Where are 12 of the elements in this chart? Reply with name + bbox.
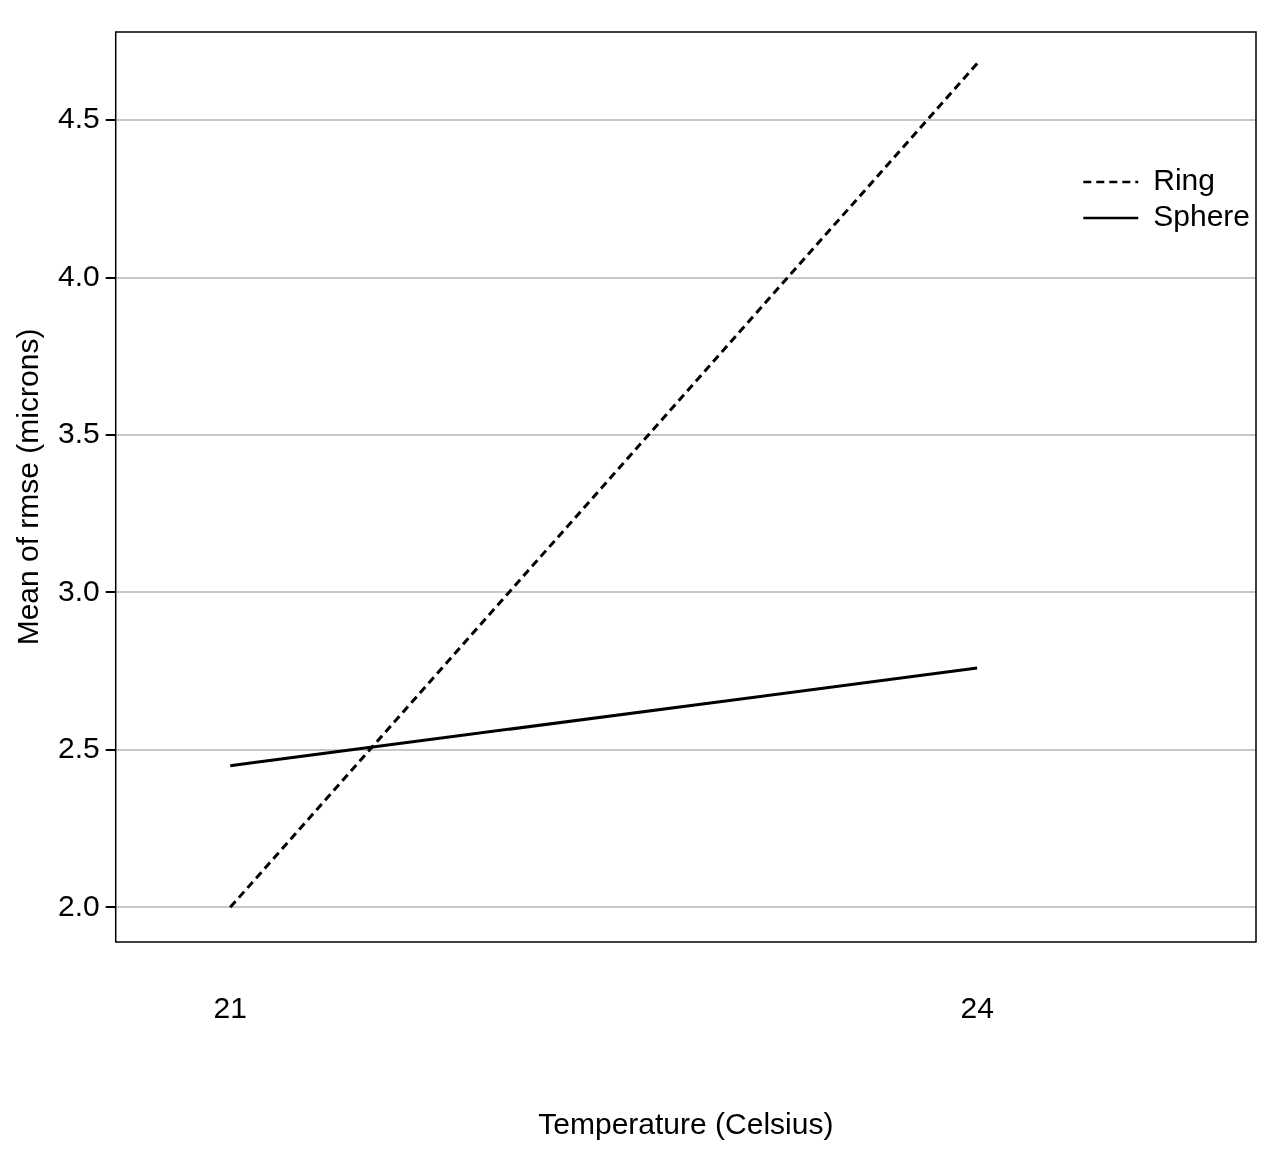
y-tick-label: 3.0 [57,573,100,607]
legend-label: Sphere [1153,199,1251,233]
y-tick-label: 4.0 [57,258,100,292]
x-axis-title: Temperature (Celsius) [538,1107,834,1141]
y-tick-label: 2.0 [57,888,100,922]
y-tick-label: 4.5 [57,101,100,135]
y-axis-title: Mean of rmse (microns) [11,328,45,646]
x-tick-label: 21 [213,991,247,1025]
legend-label: Ring [1153,163,1215,197]
y-tick-label: 3.5 [57,416,100,450]
x-tick-label: 24 [960,991,994,1025]
y-tick-label: 2.5 [57,731,100,765]
